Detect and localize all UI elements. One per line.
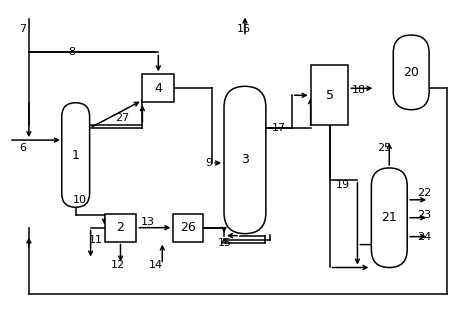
Text: 16: 16 [237,24,251,34]
Bar [311,65,348,125]
Text: 13: 13 [140,217,154,227]
Text: 5: 5 [325,89,334,102]
Text: 21: 21 [381,211,397,224]
Text: 8: 8 [69,48,76,58]
Text: 10: 10 [73,195,87,205]
Bar [105,214,136,242]
Text: 17: 17 [272,123,286,133]
Text: 22: 22 [417,188,431,198]
Text: 27: 27 [116,113,130,123]
Text: 20: 20 [403,66,419,79]
FancyBboxPatch shape [371,168,407,267]
Text: 19: 19 [336,180,350,190]
Text: 23: 23 [417,210,431,220]
Text: 15: 15 [218,238,232,248]
FancyBboxPatch shape [62,103,90,207]
Text: 11: 11 [89,234,103,245]
Text: 25: 25 [377,143,392,153]
Text: 2: 2 [117,221,124,234]
Text: 26: 26 [180,221,196,234]
Bar [142,74,174,102]
Text: 1: 1 [72,148,79,161]
Text: 14: 14 [148,259,162,270]
Bar [173,214,203,242]
Text: 4: 4 [154,82,162,95]
Text: 24: 24 [417,232,431,242]
FancyBboxPatch shape [224,86,266,234]
Text: 12: 12 [111,259,125,270]
Text: 3: 3 [241,154,249,166]
Text: 6: 6 [19,143,26,153]
FancyBboxPatch shape [393,35,429,110]
Text: 7: 7 [19,24,26,34]
Text: 18: 18 [352,85,365,95]
Text: 9: 9 [205,158,212,168]
